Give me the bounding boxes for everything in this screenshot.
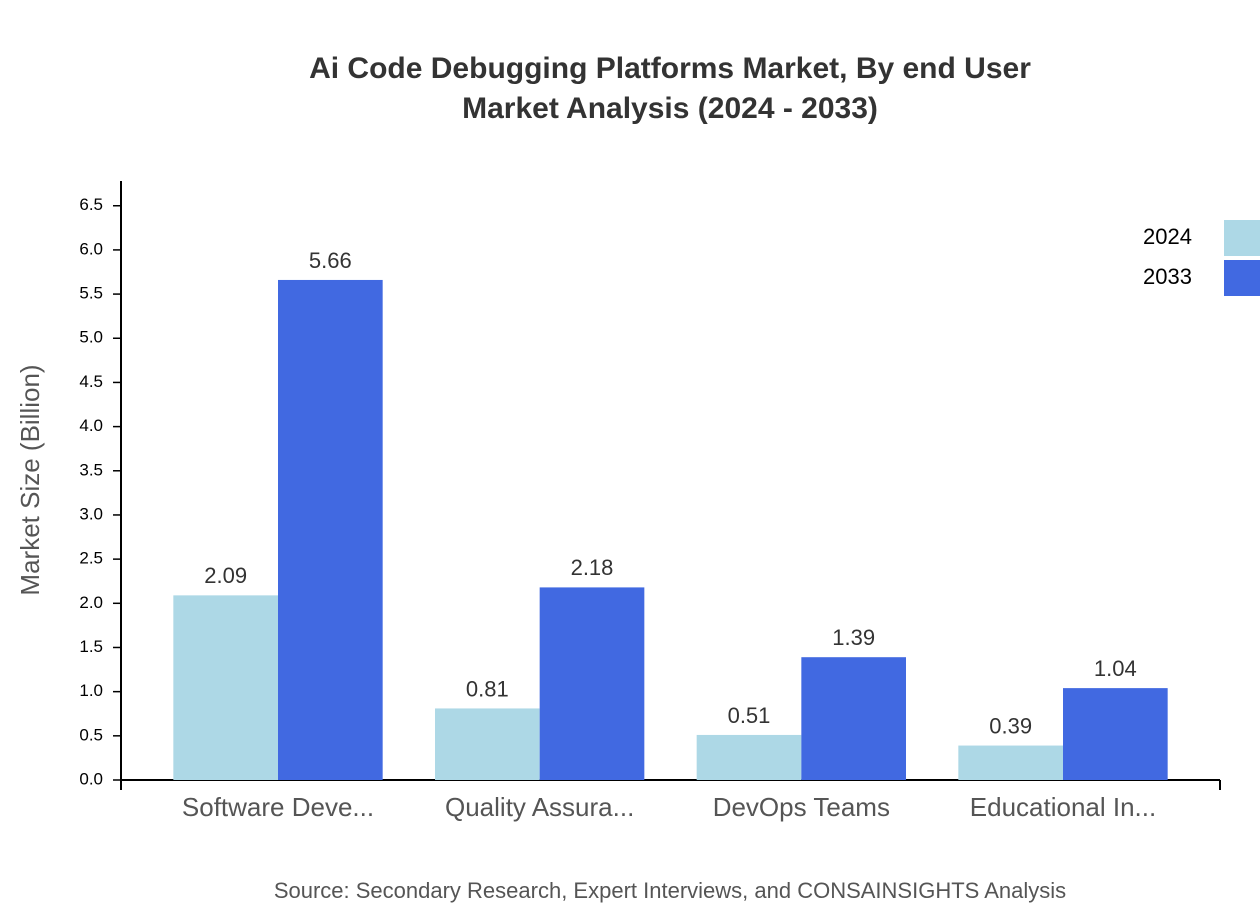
chart-title: Ai Code Debugging Platforms Market, By e… bbox=[309, 52, 1031, 85]
legend-label: 2024 bbox=[1143, 224, 1192, 249]
y-tick-label: 2.0 bbox=[79, 593, 103, 612]
x-tick-label: Quality Assura... bbox=[445, 792, 634, 822]
legend-swatch bbox=[1224, 260, 1260, 296]
value-label: 0.81 bbox=[466, 676, 509, 701]
value-label: 5.66 bbox=[309, 248, 352, 273]
value-label: 1.39 bbox=[832, 625, 875, 650]
bar bbox=[958, 745, 1063, 780]
y-tick-label: 2.5 bbox=[79, 549, 103, 568]
x-tick-label: Educational In... bbox=[970, 792, 1156, 822]
x-tick-label: Software Deve... bbox=[182, 792, 374, 822]
value-label: 0.39 bbox=[989, 713, 1032, 738]
chart-title: Market Analysis (2024 - 2033) bbox=[462, 92, 878, 125]
y-tick-label: 5.0 bbox=[79, 328, 103, 347]
bar bbox=[1063, 688, 1168, 780]
value-label: 2.09 bbox=[204, 563, 247, 588]
bar bbox=[435, 708, 540, 780]
y-axis-label: Market Size (Billion) bbox=[15, 364, 45, 595]
y-tick-label: 0.5 bbox=[79, 725, 103, 744]
bar bbox=[278, 279, 383, 780]
y-tick-label: 4.0 bbox=[79, 416, 103, 435]
y-tick-label: 5.5 bbox=[79, 284, 103, 303]
bar bbox=[539, 587, 645, 780]
legend-swatch bbox=[1224, 220, 1260, 256]
y-tick-label: 6.0 bbox=[79, 239, 103, 258]
value-label: 2.18 bbox=[571, 555, 614, 580]
y-tick-label: 1.0 bbox=[79, 681, 103, 700]
value-label: 0.51 bbox=[728, 703, 771, 728]
bar bbox=[801, 657, 906, 780]
bar bbox=[696, 734, 802, 780]
y-tick-label: 3.5 bbox=[79, 460, 103, 479]
y-tick-label: 6.5 bbox=[79, 195, 103, 214]
y-tick-label: 4.5 bbox=[79, 372, 103, 391]
bar bbox=[173, 595, 278, 780]
value-label: 1.04 bbox=[1094, 656, 1137, 681]
x-tick-label: DevOps Teams bbox=[713, 792, 890, 822]
y-tick-label: 1.5 bbox=[79, 637, 103, 656]
y-tick-label: 3.0 bbox=[79, 504, 103, 523]
y-tick-label: 0.0 bbox=[79, 769, 103, 788]
source-note: Source: Secondary Research, Expert Inter… bbox=[274, 878, 1066, 903]
legend-label: 2033 bbox=[1143, 264, 1192, 289]
